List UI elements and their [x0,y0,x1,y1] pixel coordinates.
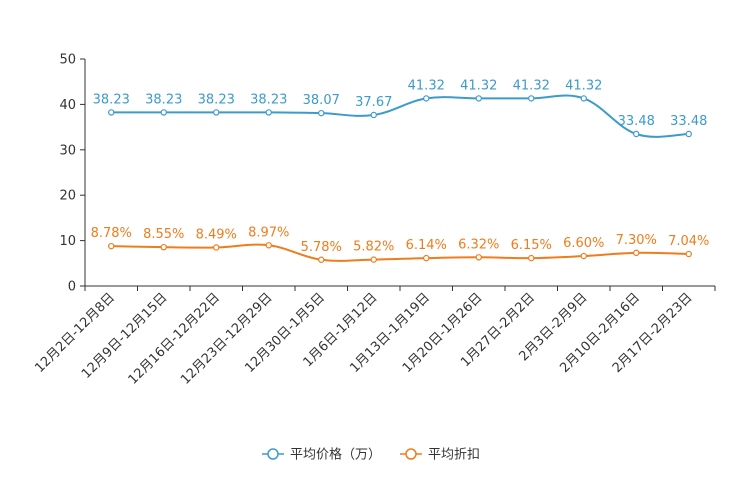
y-tick-label: 10 [59,234,76,249]
data-label: 38.23 [250,92,287,107]
legend-item-0[interactable]: 平均价格（万） [262,447,381,463]
data-label: 8.97% [248,225,289,240]
data-label: 6.15% [511,238,552,253]
data-point[interactable] [213,109,220,116]
data-point[interactable] [108,109,115,116]
legend-label: 平均价格（万） [290,447,381,463]
legend-marker-icon [267,448,279,460]
legend-item-1[interactable]: 平均折扣 [400,448,480,463]
series-layer: 38.23 38.23 38.23 38.23 38.07 37.67 41.32 41.32… [91,78,709,263]
y-tick-label: 30 [59,143,76,158]
data-point[interactable] [265,109,272,116]
y-tick-label: 20 [59,189,76,204]
data-label: 38.07 [303,93,340,108]
y-tick-label: 50 [59,53,76,68]
data-point[interactable] [370,111,377,119]
data-point[interactable] [423,95,430,102]
data-label: 37.67 [355,95,392,110]
data-label: 41.32 [565,78,602,93]
data-point[interactable] [475,95,482,102]
data-point[interactable] [685,130,692,138]
data-point[interactable] [318,256,325,263]
data-point[interactable] [633,249,640,257]
data-label: 33.48 [618,114,655,129]
data-point[interactable] [580,95,587,102]
x-tick-label: 12月16日-12月22日 [126,290,223,387]
series-1: 8.78% 8.55% 8.49% 8.97% 5.78% 5.82% 6.14% 6.32%… [91,225,709,263]
data-point[interactable] [580,252,587,260]
data-label: 7.04% [668,234,709,249]
legend[interactable]: 平均价格（万） 平均折扣 [262,447,480,463]
data-point[interactable] [528,254,535,262]
y-tick-label: 40 [59,98,76,113]
data-label: 8.49% [196,227,237,242]
data-label: 8.55% [143,227,184,242]
data-label: 33.48 [670,114,707,129]
data-point[interactable] [160,109,167,116]
legend-label: 平均折扣 [428,448,480,463]
data-label: 6.60% [563,236,604,251]
series-0: 38.23 38.23 38.23 38.23 38.07 37.67 41.32 41.32… [93,78,707,138]
data-point[interactable] [370,256,377,263]
data-label: 6.32% [458,237,499,252]
data-label: 41.32 [408,78,445,93]
data-point[interactable] [633,130,640,138]
legend-marker-icon [405,448,417,460]
data-label: 6.14% [406,238,447,253]
data-point[interactable] [318,109,325,117]
data-label: 38.23 [198,92,235,107]
data-label: 7.30% [616,233,657,248]
data-point[interactable] [685,250,692,258]
data-label: 8.78% [91,226,132,241]
series-line [111,94,689,138]
data-point[interactable] [528,95,535,102]
data-point[interactable] [108,242,115,250]
data-label: 41.32 [460,78,497,93]
data-label: 5.82% [353,240,394,255]
data-label: 38.23 [93,92,130,107]
data-point[interactable] [160,243,167,251]
data-point[interactable] [265,242,272,249]
data-label: 5.78% [301,240,342,255]
data-point[interactable] [213,244,220,251]
data-point[interactable] [423,254,430,262]
series-line [111,243,689,262]
x-tick-label: 12月23日-12月29日 [178,290,275,387]
data-label: 41.32 [513,78,550,93]
data-point[interactable] [475,254,482,261]
y-tick-label: 0 [68,280,76,295]
data-label: 38.23 [145,92,182,107]
